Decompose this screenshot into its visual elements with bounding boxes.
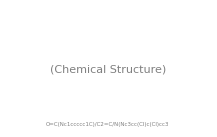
Text: (Chemical Structure): (Chemical Structure) [50,64,166,74]
Text: O=C(Nc1ccccc1C)/C2=C/N(Nc3cc(Cl)c(Cl)cc3: O=C(Nc1ccccc1C)/C2=C/N(Nc3cc(Cl)c(Cl)cc3 [46,122,170,127]
